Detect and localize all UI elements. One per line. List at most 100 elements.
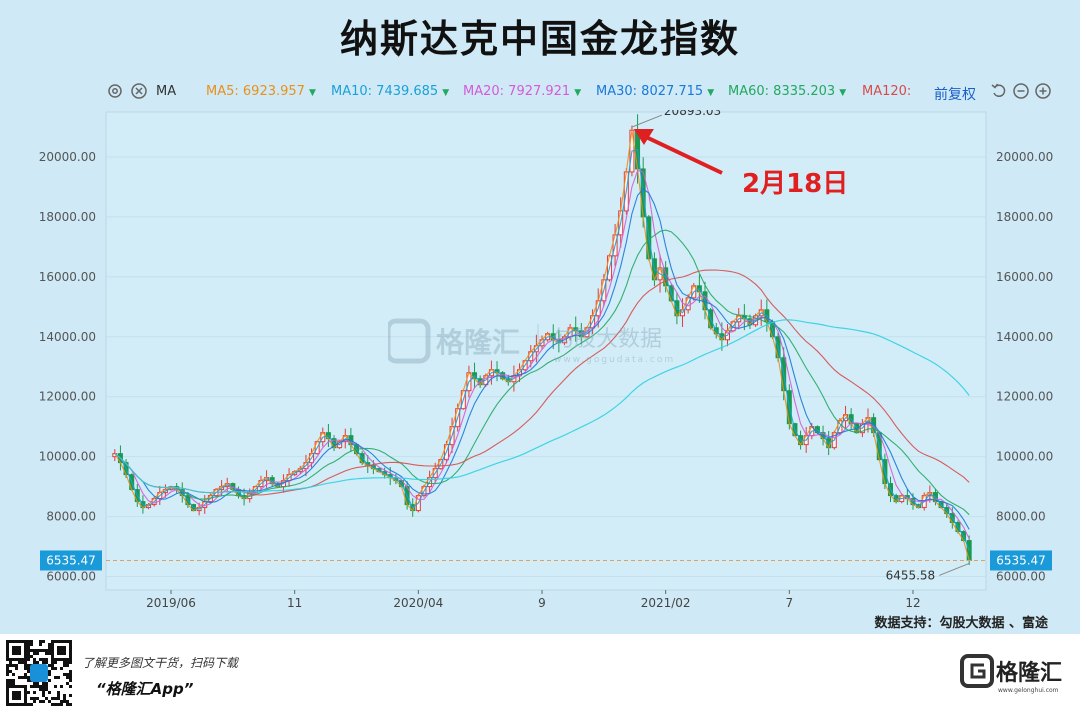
chart-title: 纳斯达克中国金龙指数: [339, 17, 740, 61]
qr-module: [9, 682, 12, 685]
qr-module: [66, 673, 69, 676]
zoom-in-icon[interactable]: [1034, 82, 1052, 100]
qr-module: [30, 697, 33, 700]
qr-module: [69, 694, 72, 697]
qr-module: [69, 703, 72, 706]
qr-code[interactable]: [6, 640, 72, 706]
qr-module: [48, 673, 51, 676]
plot-area: [105, 111, 987, 591]
qr-finder-center: [57, 646, 66, 655]
y-tick-label-left: 18000.00: [39, 210, 96, 224]
chevron-down-icon: ▼: [442, 88, 450, 98]
y-tick-label-right: 10000.00: [996, 450, 1053, 464]
qr-module: [51, 697, 54, 700]
zoom-out-icon[interactable]: [1012, 82, 1030, 100]
qr-module: [39, 685, 42, 688]
qr-module: [57, 676, 60, 679]
qr-module: [33, 649, 36, 652]
qr-module: [39, 700, 42, 703]
y-tick-label-right: 12000.00: [996, 390, 1053, 404]
qr-module: [57, 703, 60, 706]
qr-module: [48, 652, 51, 655]
moving-average-lines: [114, 130, 970, 561]
ma20-indicator[interactable]: MA20: 7927.921 ▼: [463, 84, 581, 99]
qr-module: [57, 691, 60, 694]
qr-finder-center: [12, 646, 21, 655]
ma5-indicator[interactable]: MA5: 6923.957 ▼: [206, 84, 316, 99]
qr-module: [18, 661, 21, 664]
qr-module: [27, 649, 30, 652]
qr-module: [33, 697, 36, 700]
date-annotation: 2月18日: [742, 169, 848, 199]
qr-module: [15, 667, 18, 670]
ma10-indicator[interactable]: MA10: 7439.685 ▼: [331, 84, 449, 99]
qr-module: [36, 649, 39, 652]
qr-module: [39, 640, 42, 643]
qr-module: [69, 673, 72, 676]
current-price-label-right: 6535.47: [996, 553, 1046, 567]
qr-module: [39, 658, 42, 661]
y-tick-label-left: 20000.00: [39, 150, 96, 164]
brand-logo[interactable]: 格隆汇 www.gelonghui.com: [960, 652, 1072, 696]
qr-module: [24, 664, 27, 667]
x-tick-label: 2019/06: [146, 596, 196, 610]
qr-module: [63, 700, 66, 703]
qr-module: [27, 655, 30, 658]
qr-module: [39, 688, 42, 691]
promo-bar: 了解更多图文干货，扫码下载 “格隆汇App” 格隆汇 www.gelonghui…: [0, 634, 1080, 711]
x-tick-label: 12: [905, 596, 920, 610]
qr-module: [42, 700, 45, 703]
brand-url: www.gelonghui.com: [998, 687, 1059, 694]
qr-module: [45, 658, 48, 661]
qr-module: [48, 670, 51, 673]
y-tick-label-left: 6000.00: [46, 570, 96, 584]
qr-module: [12, 682, 15, 685]
qr-module: [51, 661, 54, 664]
undo-icon[interactable]: [990, 82, 1008, 100]
qr-module: [42, 685, 45, 688]
ma60-indicator[interactable]: MA60: 8335.203 ▼: [728, 84, 846, 99]
y-tick-label-right: 20000.00: [996, 150, 1053, 164]
low-label: 6455.58: [886, 568, 936, 582]
ma10-value: 7439.685: [376, 84, 439, 99]
current-price-tag-right: [990, 550, 1052, 571]
qr-module: [27, 703, 30, 706]
qr-module: [27, 679, 30, 682]
ma30-indicator[interactable]: MA30: 8027.715 ▼: [596, 84, 714, 99]
data-source-note: 数据支持：勾股大数据 、富途: [874, 616, 1048, 631]
ma120-indicator[interactable]: MA120:: [862, 84, 911, 99]
qr-module: [42, 661, 45, 664]
qr-module: [6, 682, 9, 685]
watermark: 格隆汇 勾股大数据 www.gogudata.com: [388, 318, 673, 365]
qr-module: [24, 673, 27, 676]
ma30-label: MA30:: [596, 84, 638, 99]
y-axis-left: 20000.00 18000.00 16000.00 14000.00 12000.00…: [39, 150, 96, 584]
qr-module: [48, 643, 51, 646]
qr-module: [51, 664, 54, 667]
fuquan-toggle[interactable]: 前复权: [934, 87, 976, 103]
qr-module: [33, 691, 36, 694]
qr-module: [69, 679, 72, 682]
y-tick-label-left: 16000.00: [39, 270, 96, 284]
y-tick-label-right: 14000.00: [996, 330, 1053, 344]
qr-module: [54, 676, 57, 679]
ma-selector[interactable]: MA: [156, 84, 177, 99]
qr-module: [42, 694, 45, 697]
qr-module: [66, 664, 69, 667]
qr-module: [12, 679, 15, 682]
qr-module: [6, 679, 9, 682]
qr-module: [18, 676, 21, 679]
x-tick-label: 2020/04: [393, 596, 443, 610]
qr-module: [24, 676, 27, 679]
gear-icon[interactable]: [106, 82, 124, 100]
qr-module: [45, 652, 48, 655]
current-price-tag-left: [40, 550, 102, 571]
ma10-line: [114, 148, 970, 551]
close-icon[interactable]: [130, 82, 148, 100]
qr-module: [60, 685, 63, 688]
x-axis: 2019/06 11 2020/04 9 2021/02 7 12: [146, 590, 921, 610]
qr-module: [27, 670, 30, 673]
candlestick-chart[interactable]: 20000.00 18000.00 16000.00 14000.00 12000.00…: [0, 110, 1080, 610]
watermark-brand: 格隆汇: [436, 326, 520, 359]
qr-module: [33, 682, 36, 685]
